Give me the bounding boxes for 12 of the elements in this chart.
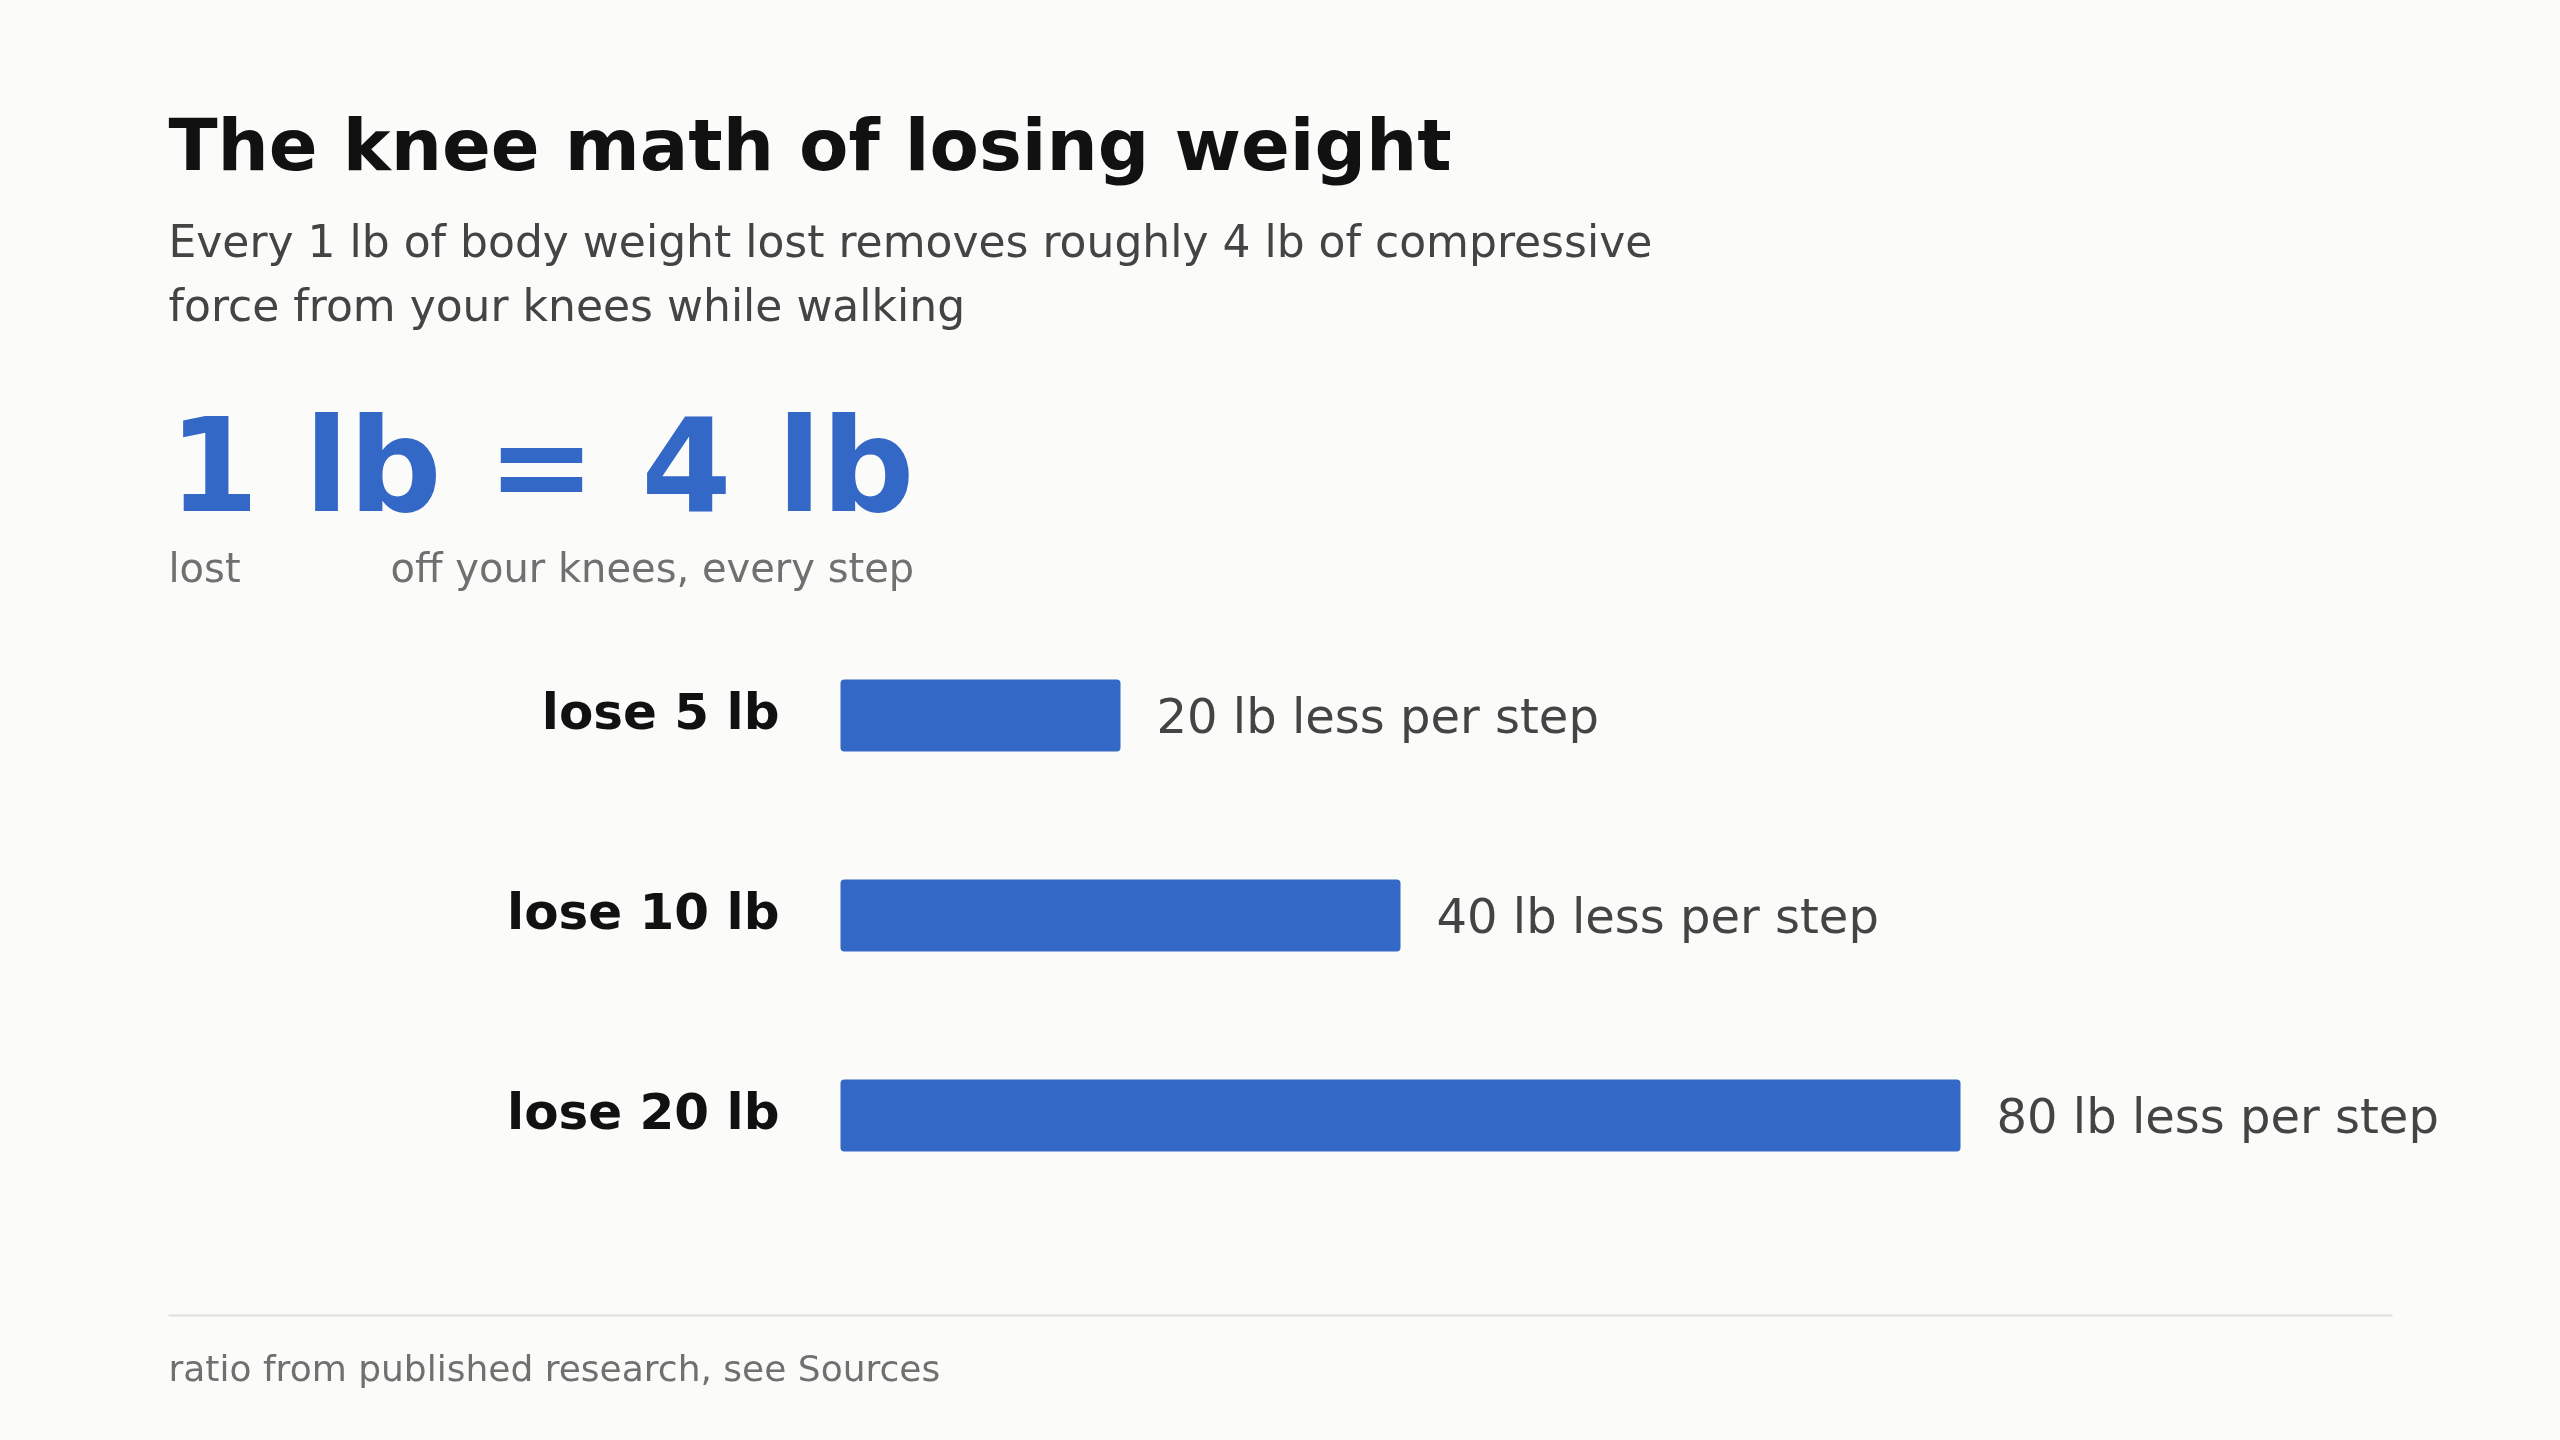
y-tick-label: lose 5 lb [541,682,780,741]
data-label: 40 lb less per step [1436,887,1879,944]
text: 1 lb = 4 lb [168,389,915,542]
y-tick-label: lose 10 lb [507,882,780,941]
text: ratio from published research, see Sources [168,1348,941,1389]
text: off your knees, every step [390,544,915,591]
y-tick-label: lose 20 lb [507,1082,780,1141]
chart-title: The knee math of losing weight [168,102,1452,187]
text: lost [168,544,241,591]
data-label: 80 lb less per step [1996,1087,2439,1144]
data-label: 20 lb less per step [1156,687,1599,744]
chart-subtitle: Every 1 lb of body weight lost removes roughly 4 lb of compressive force from your knees while walking [168,216,1653,331]
